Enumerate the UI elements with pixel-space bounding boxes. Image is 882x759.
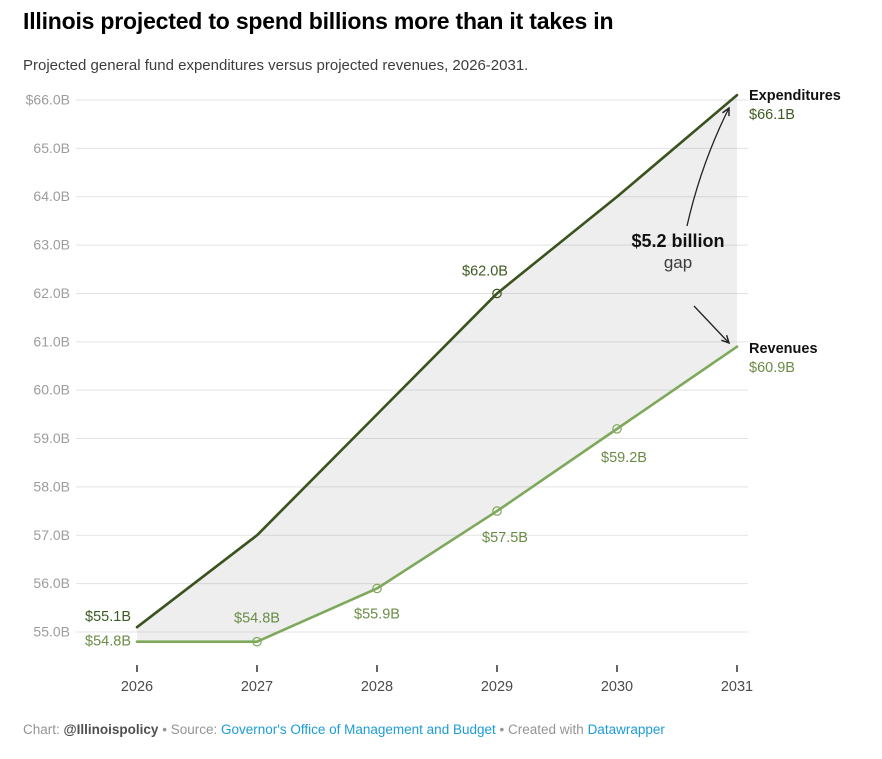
chart-subtitle: Projected general fund expenditures vers… [23,57,529,74]
x-tick-label: 2030 [601,679,633,695]
data-point-marker [252,636,262,647]
footer-separator: • [162,722,167,737]
footer-separator: • [499,722,505,737]
footer-chart-label: Chart: [23,722,64,737]
gap-area [137,95,737,642]
y-tick-label: 61.0B [33,333,70,349]
y-tick-label: 65.0B [33,140,70,156]
y-tick-label: $66.0B [26,92,70,108]
gap-annotation-word: gap [663,253,693,272]
data-point-marker [612,424,622,434]
gap-annotation: $5.2 billion gap [600,230,756,274]
y-tick-label: 63.0B [33,237,70,253]
data-point-label: $62.0B [462,263,508,279]
footer-datawrapper-link[interactable]: Datawrapper [587,722,665,737]
expenditures-end-value: $66.1B [749,107,795,123]
expenditures-end-label: Expenditures $66.1B [749,87,841,125]
footer-created-label: Created with [508,722,588,737]
revenues-line [135,345,739,643]
y-axis-labels: $66.0B 65.0B 64.0B 63.0B 62.0B 61.0B 60.0B 59.0… [26,92,70,640]
y-tick-label: 60.0B [33,382,70,398]
data-point-label: $57.5B [482,530,528,546]
gridlines [76,99,748,633]
y-tick-label: 58.0B [33,478,70,494]
gap-arrow [693,305,729,343]
x-tick-label: 2028 [361,679,393,695]
chart-title: Illinois projected to spend billions mor… [23,8,614,34]
y-tick-label: 64.0B [33,188,70,204]
revenues-end-value: $60.9B [749,360,795,376]
y-tick-label: 56.0B [33,575,70,591]
y-tick-label: 59.0B [33,430,70,446]
footer-chart-author: @Illinoispolicy [63,722,159,737]
data-point-markers [252,288,622,647]
footer-source-link[interactable]: Governor's Office of Management and Budg… [221,722,496,737]
y-tick-label: 57.0B [33,527,70,543]
gap-arrows [686,108,729,343]
x-tick-label: 2031 [721,679,753,695]
data-point-marker [492,288,502,299]
chart-footer: Chart: @Illinoispolicy • Source: Governo… [23,722,863,737]
revenues-end-label: Revenues $60.9B [749,340,818,378]
footer-source-label: Source: [170,722,221,737]
y-tick-label: 62.0B [33,285,70,301]
data-point-marker [372,583,382,594]
revenues-series-name: Revenues [749,341,818,357]
data-point-label: $54.8B [85,634,131,650]
data-point-label: $55.9B [354,606,400,622]
gap-annotation-value: $5.2 billion [631,231,725,251]
data-point-marker [492,506,502,516]
x-tick-label: 2027 [241,679,273,695]
x-tick-label: 2029 [481,679,513,695]
data-point-labels: $55.1B $54.8B $54.8B $55.9B $62.0B $57.5B $59.… [85,263,647,649]
data-point-label: $59.2B [601,450,647,466]
y-tick-label: 55.0B [33,624,70,640]
data-point-label: $54.8B [234,611,280,627]
data-point-label: $55.1B [85,609,131,625]
gap-arrow [686,108,729,227]
x-axis: 2026 2027 2028 2029 2030 2031 [121,665,753,695]
expenditures-line [135,93,739,629]
x-tick-label: 2026 [121,679,153,695]
expenditures-series-name: Expenditures [749,88,841,104]
